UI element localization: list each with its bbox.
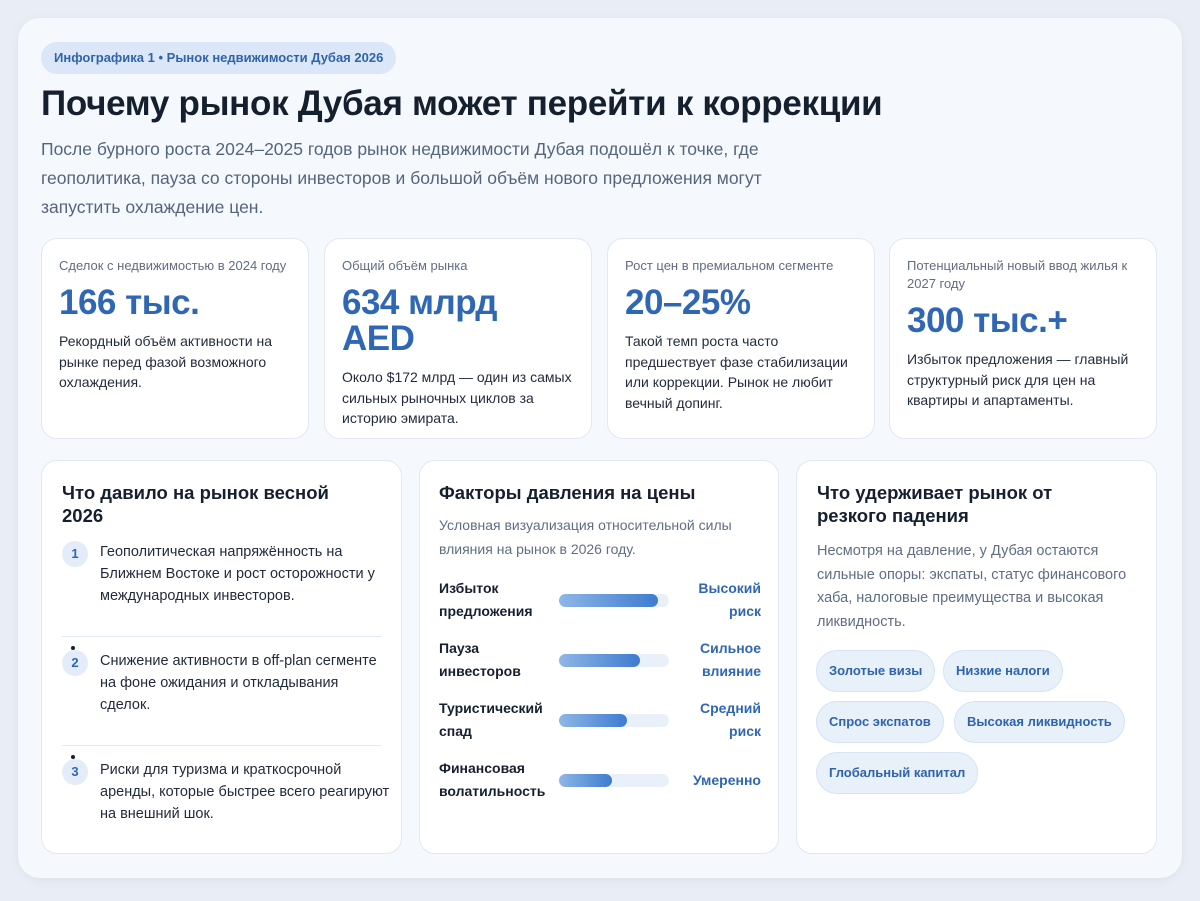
factor-name: Пауза инвесторов [439,640,521,679]
factor-name: Финансовая волатильность [439,760,546,799]
factor-bar-fill [559,774,612,787]
support-panel: Что удерживает рынок от резкого падения … [796,460,1157,854]
factor-level: Высокий риск [698,580,761,619]
divider [62,636,382,637]
stat-card-price-growth: Рост цен в премиальном сегменте 20–25% Т… [607,238,875,439]
stat-label: Общий объём рынка [342,258,468,273]
item-text: Геополитическая напряжённость на Ближнем… [100,544,375,604]
factor-name: Избыток предложения [439,580,533,619]
item-text: Риски для туризма и краткосрочной аренды… [100,762,390,822]
factor-level: Умеренно [693,772,761,788]
stat-label: Сделок с недвижимостью в 2024 году [59,258,287,273]
stat-card-deals: Сделок с недвижимостью в 2024 году 166 т… [41,238,309,439]
stat-card-market-volume: Общий объём рынка 634 млрд AED Около $17… [324,238,592,439]
stat-value: 20–25% [625,283,751,322]
factor-row: Туристический спад Средний риск [439,697,761,747]
stat-description: Такой темп роста часто предшествует фазе… [625,333,848,411]
factor-bar-track [559,774,669,787]
factor-bar-fill [559,594,658,607]
item-number: 1 [62,541,88,567]
factor-level: Сильное влияние [699,640,761,679]
factor-name: Туристический спад [439,700,543,739]
panel-title: Факторы давления на цены [439,482,696,503]
factor-row: Избыток предложения Высокий риск [439,577,761,627]
factor-row: Пауза инвесторов Сильное влияние [439,637,761,687]
factor-level: Средний риск [699,700,761,739]
item-number: 3 [62,759,88,785]
factor-bar-track [559,594,669,607]
factors-panel: Факторы давления на цены Условная визуал… [419,460,779,854]
stat-label: Потенциальный новый ввод жилья к 2027 го… [907,258,1128,291]
stat-card-new-supply: Потенциальный новый ввод жилья к 2027 го… [889,238,1157,439]
item-number: 2 [62,650,88,676]
factor-bar-track [559,714,669,727]
support-description: Несмотря на давление, у Дубая остаются с… [817,543,1127,630]
infographic-badge: Инфографика 1 • Рынок недвижимости Дубая… [41,42,397,74]
panel-title: Что удерживает рынок от резкого падения [817,482,1053,526]
stat-description: Около $172 млрд — один из самых сильных … [342,369,572,426]
chip-low-taxes: Низкие налоги [943,650,1063,692]
bullet-dot [71,646,75,650]
divider [62,745,382,746]
factor-row: Финансовая волатильность Умеренно [439,757,761,807]
bullet-dot [71,755,75,759]
chip-golden-visa: Золотые визы [816,650,936,692]
stat-label: Рост цен в премиальном сегменте [625,258,834,273]
stat-value: 634 млрд AED [342,283,497,358]
chip-global-capital: Глобальный капитал [816,752,979,794]
chip-high-liquidity: Высокая ликвидность [954,701,1125,743]
stat-value: 166 тыс. [59,283,200,322]
item-text: Снижение активности в off-plan сегменте … [100,653,377,713]
stat-description: Избыток предложения — главный структурны… [907,351,1129,408]
factor-bar-fill [559,654,641,667]
panel-title: Что давило на рынок весной 2026 [62,482,329,526]
factor-bar-track [559,654,669,667]
stat-value: 300 тыс.+ [907,301,1068,340]
factor-bar-fill [559,714,628,727]
chip-expat-demand: Спрос экспатов [816,701,944,743]
page-title: Почему рынок Дубая может перейти к корре… [41,84,883,123]
page-subtitle: После бурного роста 2024–2025 годов рыно… [41,139,762,217]
factors-description: Условная визуализация относительной силы… [439,517,732,557]
stat-description: Рекордный объём активности на рынке пере… [59,333,273,390]
pressure-panel: Что давило на рынок весной 2026 1 Геопол… [41,460,402,854]
